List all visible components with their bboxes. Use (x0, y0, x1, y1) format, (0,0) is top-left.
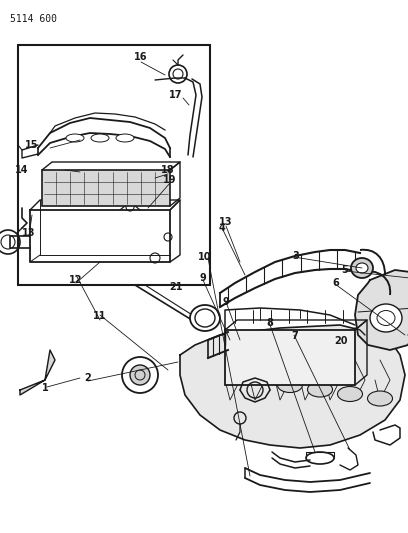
Ellipse shape (337, 386, 362, 401)
Text: 18: 18 (161, 165, 175, 175)
Text: 6: 6 (333, 278, 339, 288)
Ellipse shape (195, 309, 215, 327)
Text: 9: 9 (200, 273, 206, 283)
Polygon shape (20, 350, 55, 395)
Text: 7: 7 (292, 331, 298, 341)
Text: 13: 13 (219, 217, 233, 227)
Ellipse shape (66, 134, 84, 142)
Text: 5114 600: 5114 600 (10, 14, 57, 24)
Text: 5: 5 (341, 265, 348, 275)
Bar (225, 330, 355, 385)
Ellipse shape (91, 134, 109, 142)
Text: 2: 2 (84, 373, 91, 383)
Ellipse shape (368, 391, 392, 406)
Circle shape (130, 365, 150, 385)
Text: 10: 10 (198, 252, 212, 262)
Text: 8: 8 (266, 318, 273, 328)
Text: 16: 16 (134, 52, 148, 62)
Text: 21: 21 (169, 282, 183, 292)
Ellipse shape (377, 311, 395, 326)
Ellipse shape (190, 305, 220, 331)
Ellipse shape (308, 382, 333, 397)
Ellipse shape (370, 304, 402, 332)
Bar (18, 45, 210, 285)
Polygon shape (355, 270, 408, 350)
Text: 3: 3 (293, 251, 299, 261)
Text: 12: 12 (69, 275, 83, 285)
Text: 4: 4 (219, 223, 225, 233)
Ellipse shape (277, 377, 302, 392)
Bar (42, 170, 170, 206)
Ellipse shape (306, 452, 334, 464)
Ellipse shape (356, 263, 368, 273)
Text: 11: 11 (93, 311, 107, 321)
Text: 1: 1 (42, 383, 49, 393)
Text: 20: 20 (334, 336, 348, 346)
Text: 17: 17 (169, 90, 183, 100)
Ellipse shape (351, 258, 373, 278)
Text: 14: 14 (15, 165, 29, 175)
Ellipse shape (116, 134, 134, 142)
Text: 9: 9 (223, 297, 229, 307)
Text: 13: 13 (22, 228, 36, 238)
Polygon shape (180, 325, 405, 448)
Text: 15: 15 (25, 140, 39, 150)
Text: 19: 19 (163, 175, 177, 185)
